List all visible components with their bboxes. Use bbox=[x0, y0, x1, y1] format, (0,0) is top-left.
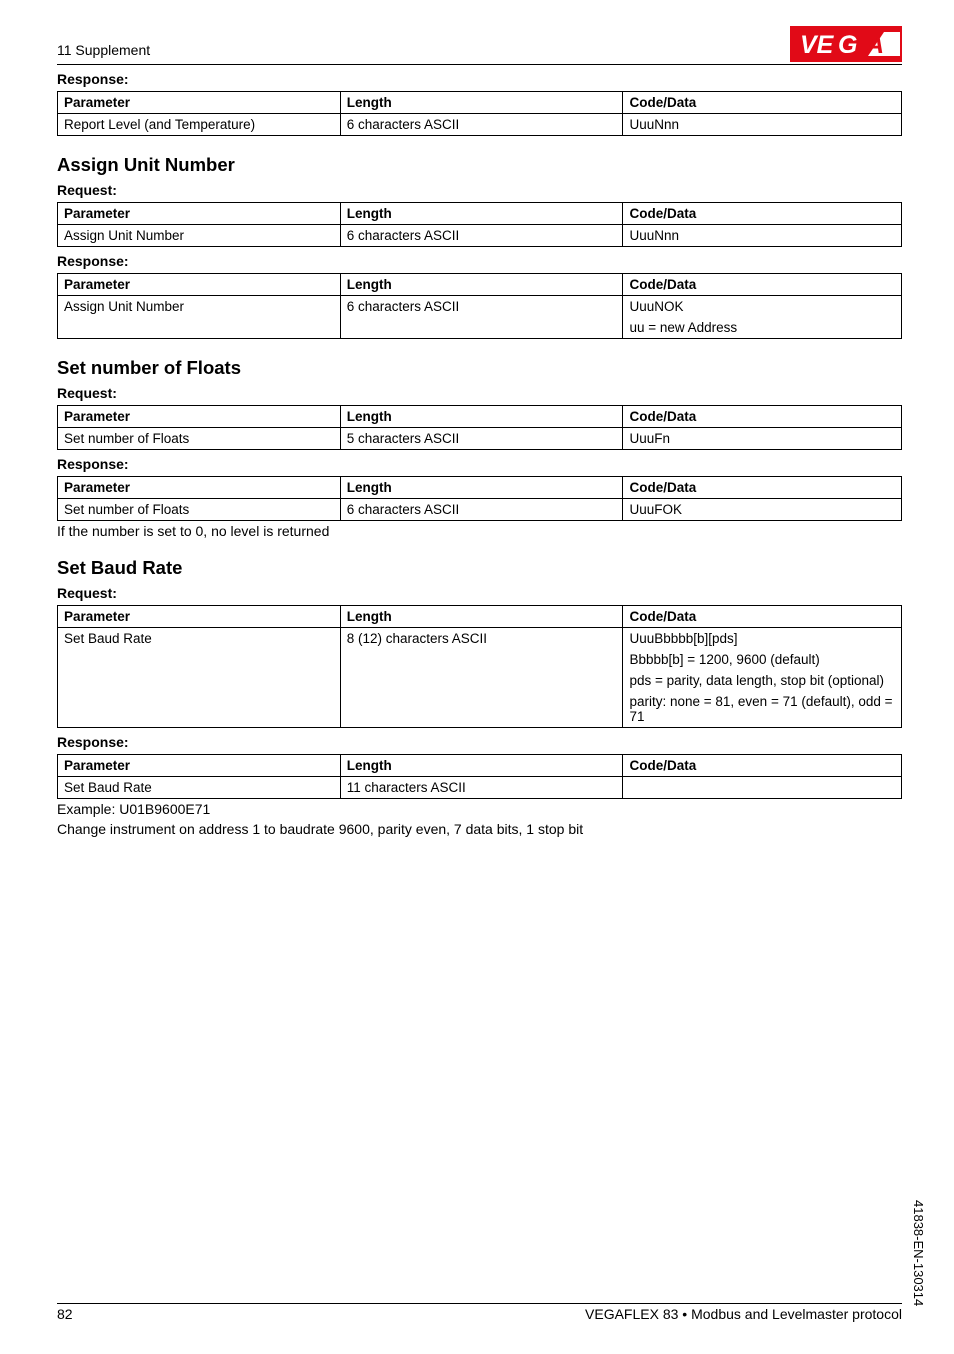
cell: Assign Unit Number bbox=[58, 296, 341, 339]
response-table: Parameter Length Code/Data Set number of… bbox=[57, 476, 902, 521]
cell: Set number of Floats bbox=[58, 428, 341, 450]
th-parameter: Parameter bbox=[58, 274, 341, 296]
doc-code: 41838-EN-130314 bbox=[911, 1200, 926, 1306]
cell: 6 characters ASCII bbox=[340, 499, 623, 521]
cell: 6 characters ASCII bbox=[340, 114, 623, 136]
cell: 6 characters ASCII bbox=[340, 296, 623, 339]
cell: UuuNnn bbox=[623, 225, 902, 247]
th-code: Code/Data bbox=[623, 606, 902, 628]
th-code: Code/Data bbox=[623, 406, 902, 428]
response-table: Parameter Length Code/Data Report Level … bbox=[57, 91, 902, 136]
th-code: Code/Data bbox=[623, 92, 902, 114]
response-heading: Response: bbox=[57, 71, 902, 87]
cell: Set Baud Rate bbox=[58, 628, 341, 728]
cell: 6 characters ASCII bbox=[340, 225, 623, 247]
product-name: VEGAFLEX 83 • Modbus and Levelmaster pro… bbox=[585, 1306, 902, 1322]
th-parameter: Parameter bbox=[58, 203, 341, 225]
th-length: Length bbox=[340, 274, 623, 296]
svg-text:VE: VE bbox=[800, 31, 835, 59]
th-code: Code/Data bbox=[623, 477, 902, 499]
cell: UuuBbbbb[b][pds] bbox=[623, 628, 902, 650]
th-code: Code/Data bbox=[623, 755, 902, 777]
assign-unit-heading: Assign Unit Number bbox=[57, 154, 902, 176]
th-length: Length bbox=[340, 203, 623, 225]
th-length: Length bbox=[340, 477, 623, 499]
cell: UuuNnn bbox=[623, 114, 902, 136]
cell: uu = new Address bbox=[623, 317, 902, 339]
th-code: Code/Data bbox=[623, 274, 902, 296]
request-table: Parameter Length Code/Data Set Baud Rate… bbox=[57, 605, 902, 728]
cell: Set number of Floats bbox=[58, 499, 341, 521]
set-floats-heading: Set number of Floats bbox=[57, 357, 902, 379]
th-parameter: Parameter bbox=[58, 755, 341, 777]
cell: Report Level (and Temperature) bbox=[58, 114, 341, 136]
request-heading: Request: bbox=[57, 585, 902, 601]
request-table: Parameter Length Code/Data Set number of… bbox=[57, 405, 902, 450]
note-text: If the number is set to 0, no level is r… bbox=[57, 523, 902, 539]
cell bbox=[623, 777, 902, 799]
page: 11 Supplement VE G A Response: Parameter… bbox=[0, 0, 954, 1354]
example-desc: Change instrument on address 1 to baudra… bbox=[57, 821, 902, 837]
cell: UuuFn bbox=[623, 428, 902, 450]
th-parameter: Parameter bbox=[58, 92, 341, 114]
th-length: Length bbox=[340, 406, 623, 428]
cell: UuuNOK bbox=[623, 296, 902, 318]
th-length: Length bbox=[340, 755, 623, 777]
th-code: Code/Data bbox=[623, 203, 902, 225]
svg-text:G: G bbox=[838, 31, 857, 59]
cell: parity: none = 81, even = 71 (default), … bbox=[623, 691, 902, 728]
th-parameter: Parameter bbox=[58, 406, 341, 428]
section-label: 11 Supplement bbox=[57, 42, 150, 58]
request-table: Parameter Length Code/Data Assign Unit N… bbox=[57, 202, 902, 247]
set-baud-heading: Set Baud Rate bbox=[57, 557, 902, 579]
cell: 8 (12) characters ASCII bbox=[340, 628, 623, 728]
response-heading: Response: bbox=[57, 734, 902, 750]
header-bar: 11 Supplement VE G A bbox=[57, 38, 902, 65]
th-parameter: Parameter bbox=[58, 606, 341, 628]
request-heading: Request: bbox=[57, 385, 902, 401]
th-length: Length bbox=[340, 606, 623, 628]
cell: 11 characters ASCII bbox=[340, 777, 623, 799]
cell: Bbbbb[b] = 1200, 9600 (default) bbox=[623, 649, 902, 670]
response-table: Parameter Length Code/Data Assign Unit N… bbox=[57, 273, 902, 339]
response-table: Parameter Length Code/Data Set Baud Rate… bbox=[57, 754, 902, 799]
svg-text:A: A bbox=[865, 31, 884, 59]
cell: Set Baud Rate bbox=[58, 777, 341, 799]
response-heading: Response: bbox=[57, 456, 902, 472]
cell: pds = parity, data length, stop bit (opt… bbox=[623, 670, 902, 691]
footer: 82 VEGAFLEX 83 • Modbus and Levelmaster … bbox=[57, 1303, 902, 1322]
cell: Assign Unit Number bbox=[58, 225, 341, 247]
cell: UuuFOK bbox=[623, 499, 902, 521]
request-heading: Request: bbox=[57, 182, 902, 198]
cell: 5 characters ASCII bbox=[340, 428, 623, 450]
th-length: Length bbox=[340, 92, 623, 114]
th-parameter: Parameter bbox=[58, 477, 341, 499]
example-text: Example: U01B9600E71 bbox=[57, 801, 902, 817]
response-heading: Response: bbox=[57, 253, 902, 269]
vega-logo: VE G A bbox=[790, 26, 902, 62]
page-number: 82 bbox=[57, 1306, 73, 1322]
